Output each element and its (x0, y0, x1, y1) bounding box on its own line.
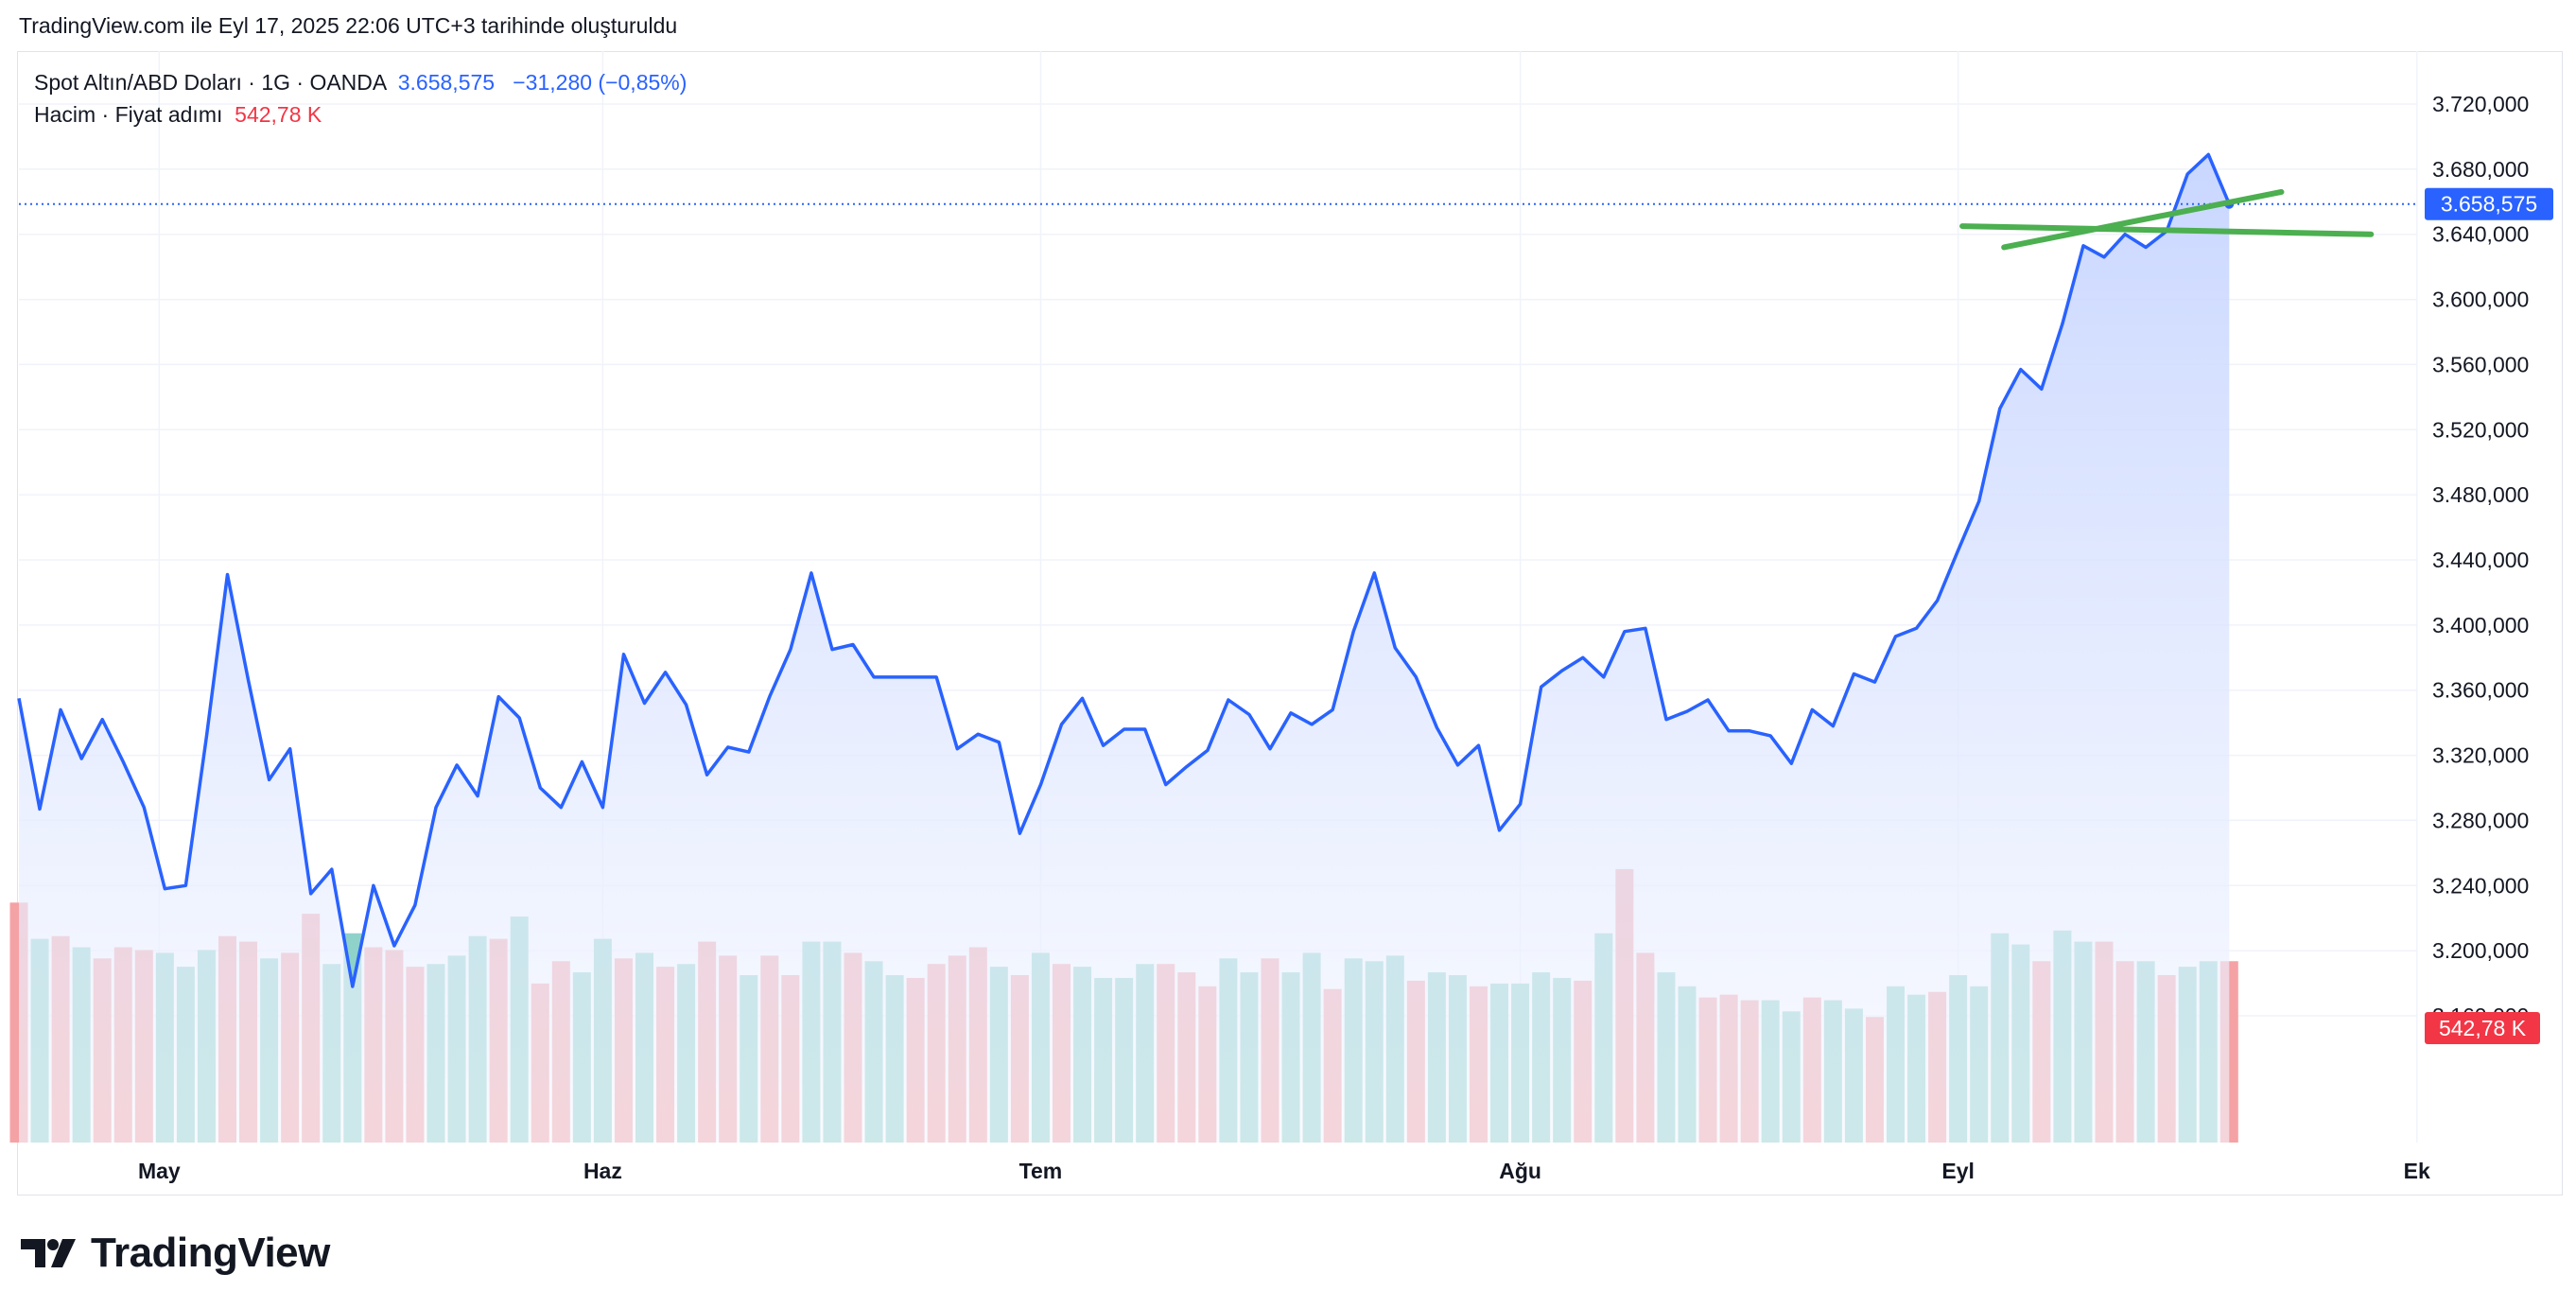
trendline-flat[interactable] (1959, 223, 2375, 237)
legend-symbol-row: Spot Altın/ABD Doları · 1G · OANDA 3.658… (34, 66, 687, 98)
x-tick-label-eyl: Eyl (1941, 1159, 1975, 1183)
chart-legend: Spot Altın/ABD Doları · 1G · OANDA 3.658… (34, 66, 687, 131)
x-tick-label-ağu: Ağu (1499, 1159, 1541, 1183)
y-tick-label: 3.200,000 (2432, 938, 2529, 963)
x-tick-label-tem: Tem (1019, 1159, 1063, 1183)
chart-frame (17, 51, 2563, 1196)
y-tick-label: 3.640,000 (2432, 222, 2529, 247)
brand-name: TradingView (91, 1230, 330, 1276)
x-tick-label-ek: Ek (2404, 1159, 2430, 1183)
last-price-tag (2425, 187, 2553, 220)
y-tick-label: 3.320,000 (2432, 743, 2529, 768)
y-tick-label: 3.400,000 (2432, 613, 2529, 637)
chart-snapshot-note: TradingView.com ile Eyl 17, 2025 22:06 U… (19, 13, 678, 38)
last-price-tag-label: 3.658,575 (2441, 192, 2537, 217)
price-line (17, 152, 2231, 988)
tradingview-logo-icon (21, 1239, 76, 1267)
y-tick-label: 3.520,000 (2432, 417, 2529, 442)
y-tick-label: 3.480,000 (2432, 482, 2529, 507)
y-tick-label: 3.440,000 (2432, 548, 2529, 572)
y-tick-label: 3.720,000 (2432, 92, 2529, 116)
y-tick-label: 3.560,000 (2432, 352, 2529, 376)
trendline-rising[interactable] (2001, 188, 2285, 251)
legend-volume-row: Hacim · Fiyat adımı 542,78 K (34, 98, 687, 131)
price-chart[interactable]: 3.720,000 3.680,000 3.640,000 3.600,000 3.56… (0, 0, 2576, 1201)
x-tick-label-may: May (138, 1159, 181, 1183)
y-tick-label: 3.600,000 (2432, 288, 2529, 312)
legend-symbol: Spot Altın/ABD Doları · 1G · OANDA (34, 70, 386, 95)
y-tick-label: 3.680,000 (2432, 157, 2529, 182)
x-tick-label-haz: Haz (583, 1159, 622, 1183)
legend-last-price: 3.658,575 (397, 70, 496, 95)
legend-volume-value: 542,78 K (235, 102, 322, 127)
legend-volume-label: Hacim · Fiyat adımı (34, 102, 223, 127)
volume-tag (2425, 1012, 2540, 1044)
price-area-fill (19, 154, 2230, 1143)
y-tick-label: 3.360,000 (2432, 678, 2529, 703)
brand-logo[interactable]: TradingView (19, 1230, 330, 1277)
volume-tag-label: 542,78 K (2439, 1016, 2527, 1040)
y-tick-label: 3.280,000 (2432, 808, 2529, 832)
legend-change: −31,280 (−0,85%) (513, 70, 688, 95)
y-tick-label: 3.240,000 (2432, 873, 2529, 898)
